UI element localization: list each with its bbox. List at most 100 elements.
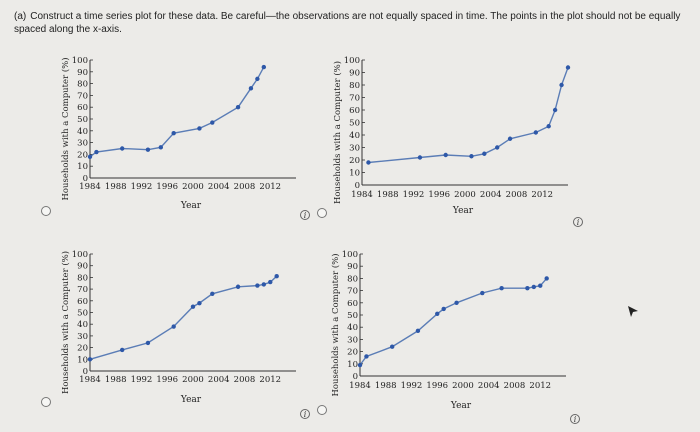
series-line <box>368 67 569 164</box>
y-tick-label: 90 <box>77 68 88 78</box>
x-tick-label: 1992 <box>131 182 153 192</box>
x-tick-label: 1988 <box>105 182 127 192</box>
y-tick-label: 80 <box>77 273 88 283</box>
data-point <box>565 65 571 70</box>
data-point <box>546 124 551 129</box>
data-point <box>171 130 176 136</box>
data-point <box>499 285 504 291</box>
mouse-pointer-icon <box>628 306 638 317</box>
data-point <box>255 283 260 288</box>
data-point <box>248 86 254 91</box>
data-point <box>366 160 371 165</box>
data-point <box>197 300 202 306</box>
y-tick-label: 70 <box>77 91 88 101</box>
x-tick-label: 2008 <box>234 375 256 385</box>
y-axis-label: Households with a Computer (%) <box>60 57 71 200</box>
data-point <box>190 304 196 309</box>
data-point <box>119 146 125 151</box>
data-point <box>435 311 440 316</box>
data-point <box>441 306 446 312</box>
y-tick-label: 0 <box>353 372 358 382</box>
option-d-radio[interactable] <box>317 405 327 415</box>
data-point <box>533 130 539 135</box>
data-point <box>158 145 164 150</box>
y-tick-label: 10 <box>349 169 360 179</box>
option-b-radio[interactable] <box>317 208 327 218</box>
y-tick-label: 40 <box>77 320 88 330</box>
chart-option-b: 0 10 20 30 40 50 60 70 80 90 100 1984 1988 1992 1996 20… <box>332 56 571 216</box>
data-point <box>87 357 93 362</box>
x-tick-label: 2000 <box>454 190 476 200</box>
x-tick-label: 2000 <box>182 182 204 192</box>
data-point <box>357 362 363 368</box>
x-tick-label: 2012 <box>531 190 553 200</box>
y-tick-label: 60 <box>77 297 88 307</box>
y-tick-label: 90 <box>77 262 88 272</box>
y-axis-label: Households with a Computer (%) <box>332 61 343 204</box>
y-tick-label: 70 <box>77 285 88 295</box>
option-c-info-icon[interactable]: i <box>300 409 310 419</box>
data-point <box>145 340 151 346</box>
option-a-radio[interactable] <box>41 206 51 216</box>
y-tick-label: 10 <box>347 360 358 370</box>
option-b-info-icon[interactable]: i <box>573 217 583 227</box>
x-axis-label: Year <box>452 206 474 216</box>
x-axis-label: Year <box>180 201 202 211</box>
x-tick-label: 1996 <box>428 190 450 200</box>
y-tick-label: 20 <box>349 156 360 166</box>
data-point <box>119 347 125 353</box>
data-point <box>480 290 485 296</box>
y-tick-label: 30 <box>347 335 358 345</box>
x-tick-label: 1988 <box>377 190 399 200</box>
x-tick-label: 2004 <box>208 182 230 192</box>
x-tick-label: 1988 <box>375 381 397 391</box>
y-tick-label: 0 <box>83 174 88 184</box>
y-axis-label: Households with a Computer (%) <box>60 251 71 394</box>
data-point <box>197 126 202 131</box>
y-tick-label: 100 <box>72 250 88 260</box>
x-tick-label: 1988 <box>105 375 127 385</box>
y-tick-label: 40 <box>77 127 88 137</box>
data-point <box>94 149 99 155</box>
y-tick-label: 100 <box>72 56 88 66</box>
data-point <box>507 136 513 141</box>
y-tick-label: 90 <box>349 69 360 79</box>
y-tick-label: 70 <box>347 287 358 297</box>
x-tick-label: 2012 <box>529 381 551 391</box>
y-tick-label: 80 <box>77 80 88 90</box>
x-tick-label: 1996 <box>156 375 178 385</box>
data-point <box>268 279 273 285</box>
x-tick-label: 1984 <box>351 190 373 200</box>
x-tick-label: 2000 <box>182 375 204 385</box>
x-tick-label: 1996 <box>156 182 178 192</box>
y-tick-label: 100 <box>344 56 360 66</box>
y-tick-label: 10 <box>77 162 88 172</box>
option-a-info-icon[interactable]: i <box>300 210 310 220</box>
data-point <box>274 274 279 279</box>
data-point <box>255 76 260 82</box>
data-point <box>544 276 549 281</box>
y-tick-label: 60 <box>349 106 360 116</box>
x-tick-label: 2008 <box>506 190 528 200</box>
x-tick-label: 2004 <box>478 381 500 391</box>
y-tick-label: 60 <box>77 103 88 113</box>
y-tick-label: 10 <box>77 355 88 365</box>
data-point <box>210 291 215 296</box>
y-tick-label: 70 <box>349 94 360 104</box>
x-tick-label: 2012 <box>259 182 281 192</box>
data-point <box>389 344 395 349</box>
data-point <box>538 283 543 288</box>
data-point <box>87 154 93 159</box>
x-tick-label: 1984 <box>79 375 101 385</box>
data-point <box>443 152 448 158</box>
x-tick-label: 2000 <box>452 381 474 391</box>
option-d-info-icon[interactable]: i <box>570 414 580 424</box>
option-c-radio[interactable] <box>41 397 51 407</box>
y-tick-label: 50 <box>77 309 88 319</box>
y-tick-label: 50 <box>347 311 358 321</box>
data-point <box>415 328 421 334</box>
data-point <box>559 82 564 88</box>
data-point <box>235 105 241 110</box>
